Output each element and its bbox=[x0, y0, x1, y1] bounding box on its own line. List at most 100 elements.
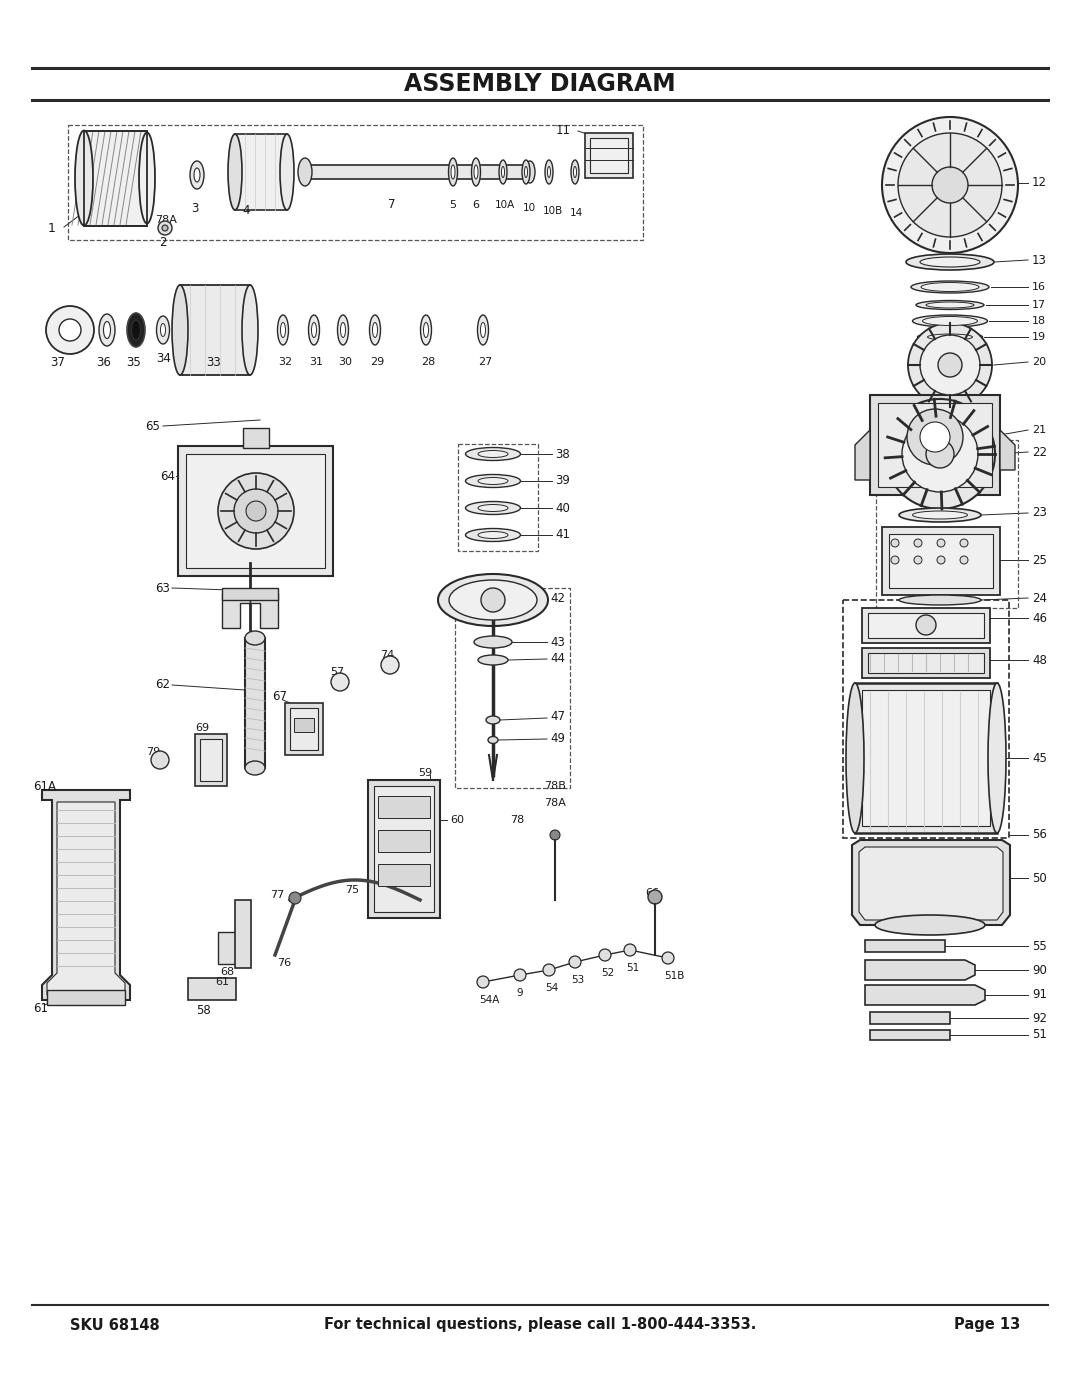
Ellipse shape bbox=[478, 531, 508, 538]
Text: 42: 42 bbox=[550, 591, 565, 605]
Text: 2: 2 bbox=[159, 236, 166, 250]
Text: 36: 36 bbox=[96, 356, 111, 369]
Ellipse shape bbox=[451, 165, 455, 179]
Ellipse shape bbox=[139, 133, 156, 224]
Ellipse shape bbox=[525, 166, 527, 177]
Circle shape bbox=[926, 440, 954, 468]
Text: 69: 69 bbox=[195, 724, 210, 733]
Text: 11: 11 bbox=[556, 123, 571, 137]
Ellipse shape bbox=[906, 254, 994, 270]
Text: 61A: 61A bbox=[33, 781, 56, 793]
Ellipse shape bbox=[280, 134, 294, 210]
Text: 24: 24 bbox=[1032, 591, 1047, 605]
Circle shape bbox=[902, 416, 978, 492]
Text: 51: 51 bbox=[1032, 1028, 1047, 1042]
Ellipse shape bbox=[340, 323, 346, 338]
Bar bbox=[458, 444, 538, 550]
Text: 43: 43 bbox=[550, 636, 565, 648]
Text: 76: 76 bbox=[276, 958, 292, 968]
Ellipse shape bbox=[525, 161, 535, 183]
Bar bbox=[200, 739, 222, 781]
Text: 20: 20 bbox=[1032, 358, 1047, 367]
Text: 32: 32 bbox=[278, 358, 292, 367]
Text: SKU 68148: SKU 68148 bbox=[70, 1317, 160, 1333]
Bar bbox=[889, 534, 993, 588]
Bar bbox=[180, 285, 249, 374]
Ellipse shape bbox=[242, 285, 258, 374]
Circle shape bbox=[246, 502, 266, 521]
Ellipse shape bbox=[921, 282, 978, 292]
Ellipse shape bbox=[499, 161, 507, 184]
Circle shape bbox=[908, 323, 993, 407]
Polygon shape bbox=[865, 960, 975, 981]
Text: 61: 61 bbox=[33, 1002, 48, 1014]
Text: 66: 66 bbox=[645, 888, 659, 898]
Ellipse shape bbox=[228, 134, 242, 210]
Circle shape bbox=[550, 830, 561, 840]
Ellipse shape bbox=[337, 314, 349, 345]
Circle shape bbox=[939, 353, 962, 377]
Ellipse shape bbox=[875, 915, 985, 935]
Bar bbox=[862, 648, 990, 678]
Text: 54: 54 bbox=[545, 983, 558, 993]
Text: 21: 21 bbox=[1032, 425, 1047, 434]
Text: 19: 19 bbox=[1032, 332, 1047, 342]
Text: 49: 49 bbox=[550, 732, 565, 745]
Circle shape bbox=[907, 409, 963, 465]
Circle shape bbox=[151, 752, 168, 768]
Text: 51: 51 bbox=[626, 963, 639, 972]
Ellipse shape bbox=[478, 504, 508, 511]
Bar bbox=[305, 165, 530, 179]
Circle shape bbox=[937, 556, 945, 564]
Circle shape bbox=[330, 673, 349, 692]
Circle shape bbox=[920, 422, 950, 453]
Ellipse shape bbox=[922, 317, 977, 326]
Ellipse shape bbox=[369, 314, 380, 345]
Text: 46: 46 bbox=[1032, 612, 1047, 624]
Bar bbox=[378, 830, 430, 852]
Text: 10: 10 bbox=[523, 203, 536, 212]
Circle shape bbox=[662, 951, 674, 964]
Circle shape bbox=[162, 225, 168, 231]
Ellipse shape bbox=[846, 683, 864, 833]
Bar bbox=[188, 978, 237, 1000]
Ellipse shape bbox=[920, 257, 980, 267]
Circle shape bbox=[882, 117, 1018, 253]
Text: 50: 50 bbox=[1032, 872, 1047, 884]
Bar bbox=[378, 796, 430, 819]
Text: 67: 67 bbox=[272, 690, 287, 704]
Bar bbox=[84, 131, 147, 226]
Polygon shape bbox=[865, 940, 945, 951]
Text: 39: 39 bbox=[555, 475, 570, 488]
Ellipse shape bbox=[420, 314, 432, 345]
Bar bbox=[870, 1011, 950, 1024]
Ellipse shape bbox=[481, 323, 486, 338]
Ellipse shape bbox=[465, 528, 521, 542]
Ellipse shape bbox=[194, 168, 200, 182]
Circle shape bbox=[648, 890, 662, 904]
Text: 9: 9 bbox=[516, 988, 523, 997]
Bar bbox=[374, 787, 434, 912]
Ellipse shape bbox=[157, 316, 170, 344]
Text: 23: 23 bbox=[1032, 507, 1047, 520]
Text: 62: 62 bbox=[156, 679, 170, 692]
Bar bbox=[222, 588, 278, 599]
Ellipse shape bbox=[75, 130, 93, 225]
Text: 61: 61 bbox=[215, 977, 229, 988]
Ellipse shape bbox=[423, 323, 429, 338]
Text: 13: 13 bbox=[1032, 253, 1047, 267]
Bar bbox=[84, 131, 147, 226]
Ellipse shape bbox=[486, 717, 500, 724]
Text: 63: 63 bbox=[156, 581, 170, 595]
Bar bbox=[870, 395, 1000, 495]
Text: 7: 7 bbox=[388, 198, 395, 211]
Text: 35: 35 bbox=[126, 356, 140, 369]
Text: 12: 12 bbox=[1032, 176, 1047, 190]
Text: 58: 58 bbox=[195, 1003, 211, 1017]
Ellipse shape bbox=[912, 281, 989, 293]
Text: 78A: 78A bbox=[156, 215, 177, 225]
Circle shape bbox=[543, 964, 555, 977]
Bar bbox=[868, 652, 984, 673]
Bar bbox=[843, 599, 1009, 838]
Text: 57: 57 bbox=[330, 666, 345, 678]
